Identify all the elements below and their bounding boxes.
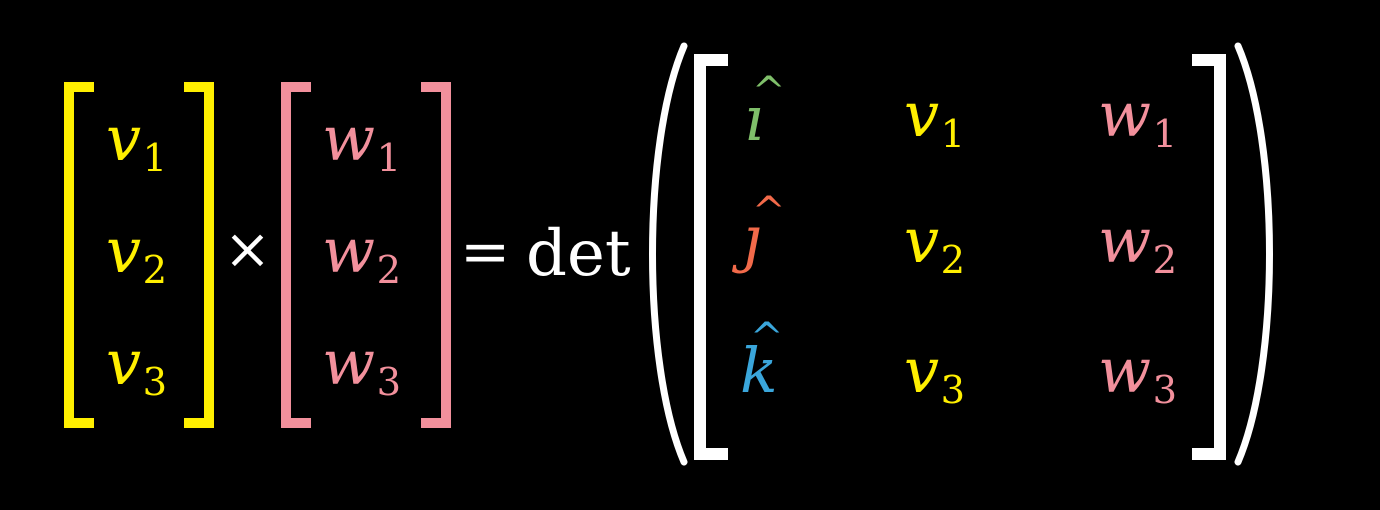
w1-letter: w — [322, 102, 376, 175]
matrix-v2-subscript: 2 — [940, 237, 966, 283]
matrix-w2-subscript: 2 — [1152, 237, 1178, 283]
w-vector-left-bracket — [281, 82, 311, 428]
j-hat-caret: ^ — [752, 189, 786, 235]
w2-letter: w — [322, 214, 376, 287]
w1-subscript: 1 — [376, 135, 402, 181]
v1-subscript: 1 — [142, 135, 168, 181]
matrix-right-bracket — [1192, 54, 1226, 460]
v3-letter: v — [106, 326, 142, 399]
v2-entry: v2 — [106, 220, 167, 290]
right-parenthesis — [1234, 42, 1273, 466]
v3-entry: v3 — [106, 332, 167, 402]
w3-letter: w — [322, 326, 376, 399]
j-hat-entry: ^ ȷ — [742, 192, 786, 270]
det-label: det — [526, 217, 631, 291]
cross-product-symbol: × — [224, 217, 271, 282]
matrix-w2-entry: w2 — [1098, 210, 1177, 280]
v3-subscript: 3 — [142, 359, 168, 405]
matrix-w2-letter: w — [1098, 204, 1152, 277]
w2-entry: w2 — [322, 220, 401, 290]
j-hat-letter: ȷ — [742, 202, 762, 275]
matrix-v3-letter: v — [904, 334, 940, 407]
v-vector-right-bracket — [184, 82, 214, 428]
matrix-w3-letter: w — [1098, 334, 1152, 407]
equals-symbol: = — [460, 217, 511, 287]
matrix-v2-letter: v — [904, 204, 940, 277]
k-hat-letter: k — [740, 334, 778, 407]
i-hat-letter: ı — [744, 82, 764, 155]
w2-subscript: 2 — [376, 247, 402, 293]
matrix-v3-entry: v3 — [904, 340, 965, 410]
matrix-v1-letter: v — [904, 78, 940, 151]
w3-subscript: 3 — [376, 359, 402, 405]
v2-subscript: 2 — [142, 247, 168, 293]
matrix-w1-letter: w — [1098, 78, 1152, 151]
v-vector-left-bracket — [64, 82, 94, 428]
k-hat-caret: ^ — [750, 315, 784, 361]
v2-letter: v — [106, 214, 142, 287]
matrix-v1-entry: v1 — [904, 84, 965, 154]
matrix-w1-entry: w1 — [1098, 84, 1177, 154]
matrix-left-bracket — [694, 54, 728, 460]
v1-entry: v1 — [106, 108, 167, 178]
w-vector-right-bracket — [421, 82, 451, 428]
matrix-v1-subscript: 1 — [940, 111, 966, 157]
matrix-v2-entry: v2 — [904, 210, 965, 280]
matrix-w3-entry: w3 — [1098, 340, 1177, 410]
w1-entry: w1 — [322, 108, 401, 178]
left-parenthesis — [649, 42, 688, 466]
matrix-w3-subscript: 3 — [1152, 367, 1178, 413]
matrix-w1-subscript: 1 — [1152, 111, 1178, 157]
w3-entry: w3 — [322, 332, 401, 402]
matrix-v3-subscript: 3 — [940, 367, 966, 413]
v1-letter: v — [106, 102, 142, 175]
i-hat-caret: ^ — [752, 69, 786, 115]
i-hat-entry: ^ ı — [744, 72, 786, 150]
k-hat-entry: ^ k — [740, 318, 784, 402]
